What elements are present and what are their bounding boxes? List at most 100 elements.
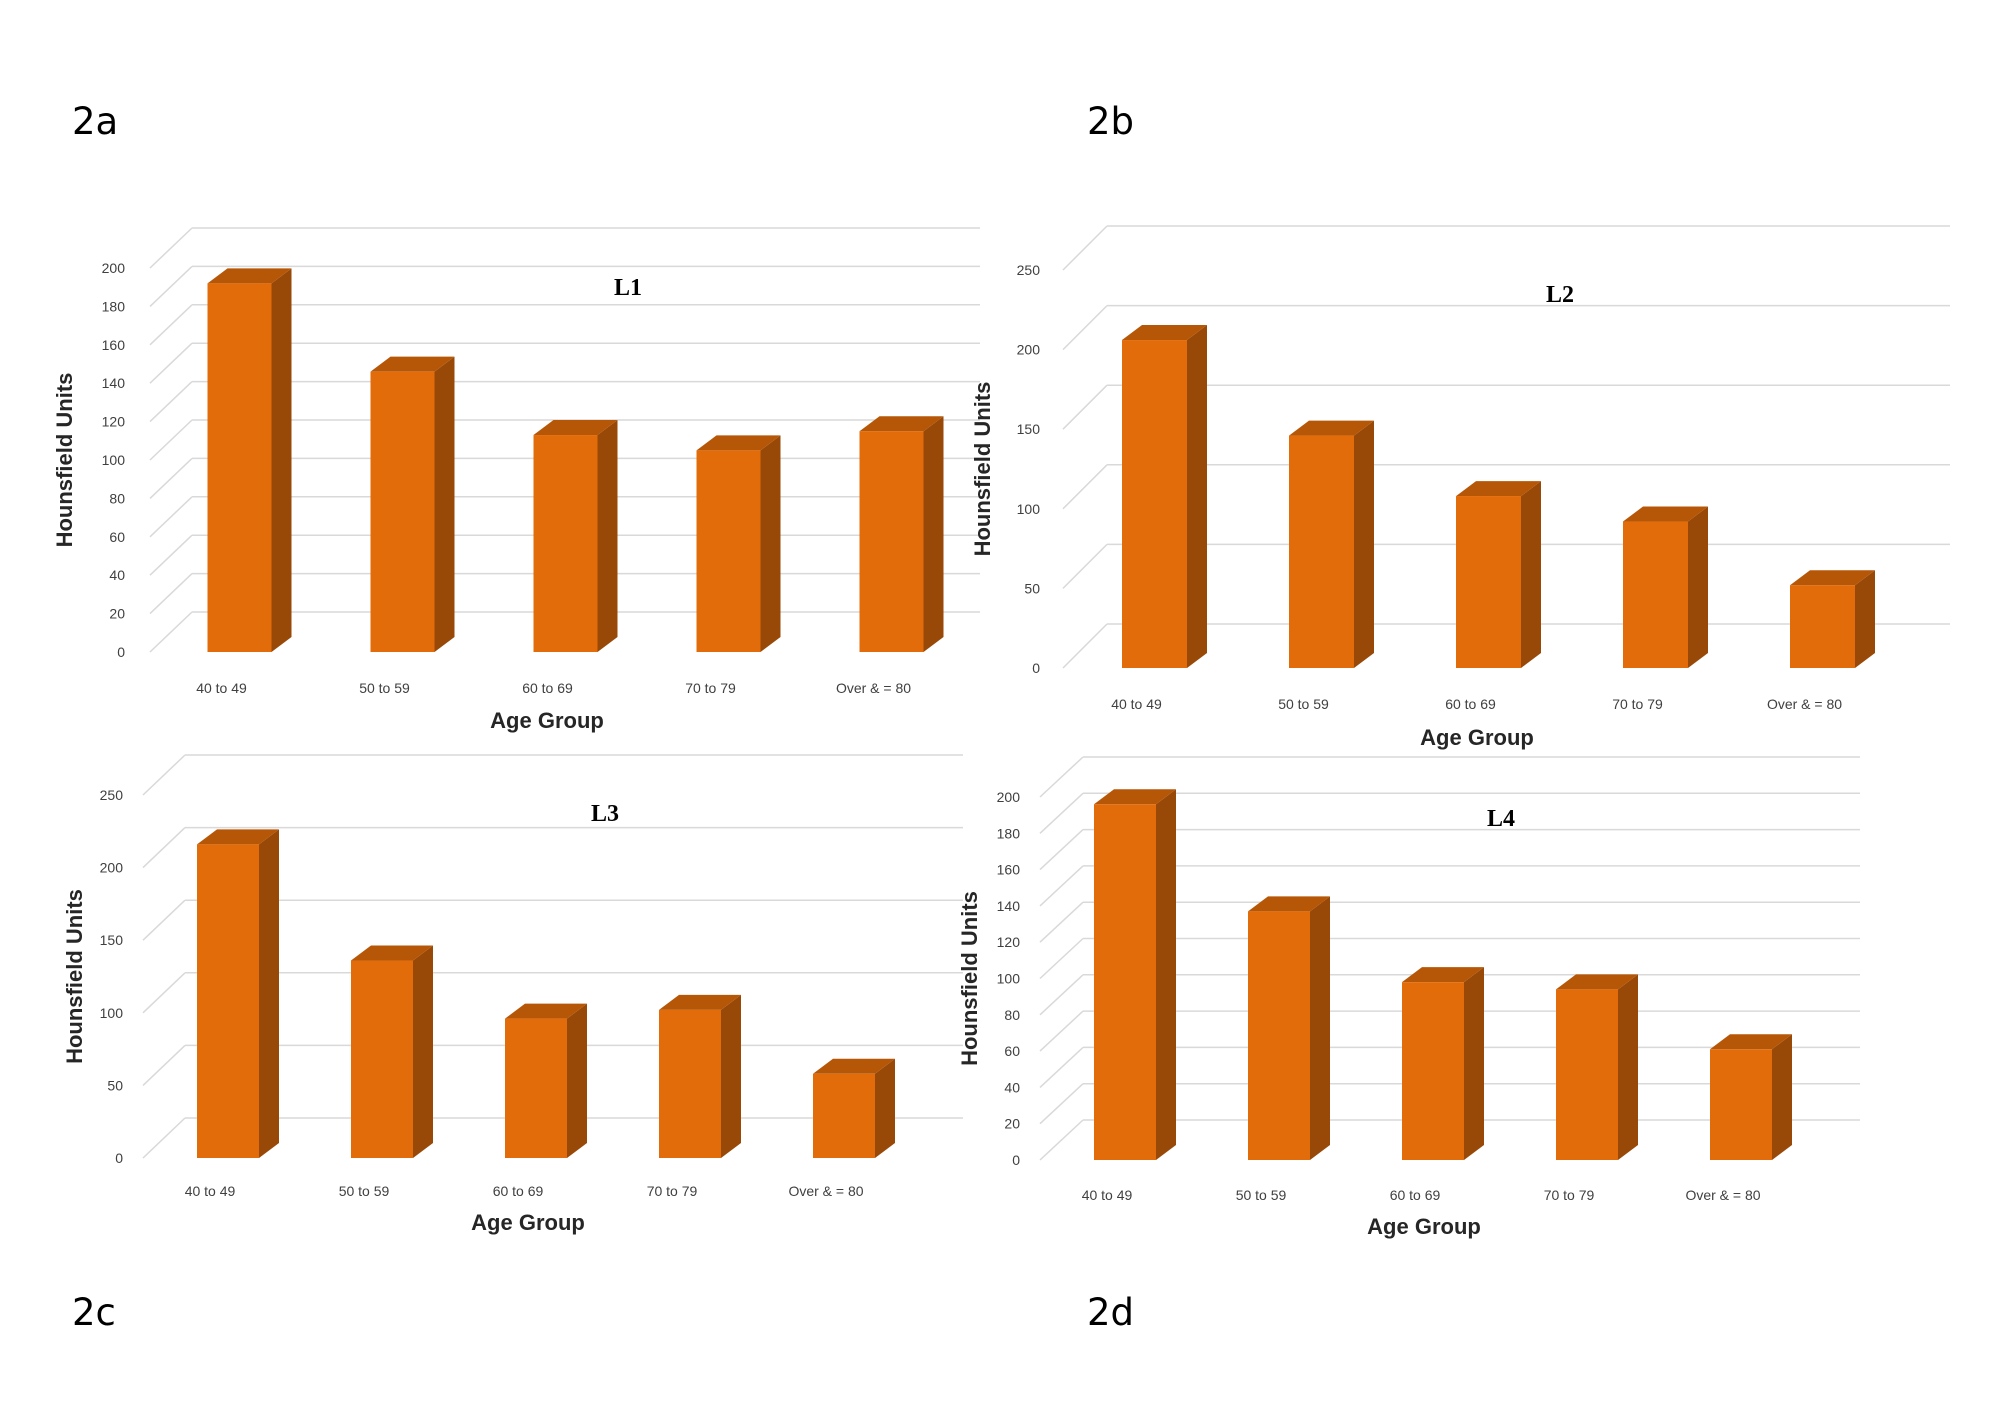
bar-side xyxy=(1310,896,1330,1160)
bar xyxy=(1456,481,1541,668)
bar-front xyxy=(1122,340,1187,668)
bar-front xyxy=(1248,911,1310,1160)
y-tick-label: 200 xyxy=(102,260,126,276)
bar-top xyxy=(1790,570,1875,586)
bar-top xyxy=(813,1058,895,1074)
bar-front xyxy=(370,371,435,652)
panel-tag-2d: 2d xyxy=(1087,1291,1134,1334)
bar-top xyxy=(1556,974,1638,990)
x-category-label: 70 to 79 xyxy=(1612,696,1663,712)
gridline-depth xyxy=(1039,937,1084,980)
gridline-depth xyxy=(1062,623,1108,669)
bar-top xyxy=(1248,896,1330,912)
x-category-label: 40 to 49 xyxy=(185,1183,236,1199)
bar-front xyxy=(659,1009,721,1158)
gridline-depth xyxy=(142,1044,186,1086)
bar-side xyxy=(1156,789,1176,1160)
y-tick-label: 60 xyxy=(1004,1043,1020,1059)
gridline-depth xyxy=(142,1117,186,1159)
y-axis-title: Hounsfield Units xyxy=(62,889,87,1064)
y-tick-label: 20 xyxy=(109,606,125,622)
x-category-label: 60 to 69 xyxy=(1390,1187,1441,1203)
y-tick-label: 50 xyxy=(1024,580,1040,596)
y-tick-label: 200 xyxy=(100,860,124,876)
y-axis-title: Hounsfield Units xyxy=(970,382,995,557)
y-tick-label: 60 xyxy=(109,529,125,545)
y-tick-label: 200 xyxy=(1017,342,1041,358)
bar xyxy=(1289,420,1374,668)
bar xyxy=(370,356,455,652)
bar-side xyxy=(1772,1034,1792,1160)
gridline-depth xyxy=(1039,1083,1084,1125)
bar-top xyxy=(1289,420,1374,436)
bar-side xyxy=(259,829,279,1158)
bar-front xyxy=(197,844,259,1158)
bar-top xyxy=(696,435,781,451)
bar-side xyxy=(1187,325,1207,668)
gridline-depth xyxy=(1062,384,1108,430)
y-tick-label: 0 xyxy=(115,1150,123,1166)
x-category-label: Over & = 80 xyxy=(1767,696,1842,712)
bar-top xyxy=(1456,481,1541,497)
bar-front xyxy=(1402,982,1464,1160)
x-category-label: 60 to 69 xyxy=(522,680,573,696)
x-category-label: 50 to 59 xyxy=(1236,1187,1287,1203)
bar-side xyxy=(1464,967,1484,1160)
y-tick-label: 140 xyxy=(997,898,1021,914)
gridline-depth xyxy=(142,827,186,869)
gridline-depth xyxy=(142,754,186,796)
bar-top xyxy=(1122,325,1207,341)
gridline-depth xyxy=(149,457,193,499)
gridline-depth xyxy=(149,265,193,307)
x-category-label: 40 to 49 xyxy=(1082,1187,1133,1203)
bar-side xyxy=(760,435,781,652)
bar-front xyxy=(1790,585,1855,668)
bar-side xyxy=(923,416,944,652)
bar xyxy=(1710,1034,1792,1160)
y-tick-label: 200 xyxy=(997,789,1021,805)
gridline-depth xyxy=(149,419,193,461)
gridline-depth xyxy=(1039,756,1084,798)
bar xyxy=(813,1058,895,1158)
bar xyxy=(1094,789,1176,1160)
gridline-depth xyxy=(1039,974,1084,1016)
panel-tag-2c: 2c xyxy=(72,1291,116,1334)
y-axis-title: Hounsfield Units xyxy=(52,373,77,548)
gridline-depth xyxy=(1062,464,1108,510)
y-tick-label: 0 xyxy=(1012,1152,1020,1168)
y-tick-label: 120 xyxy=(997,934,1021,950)
gridline-depth xyxy=(1039,1119,1084,1161)
x-category-label: 40 to 49 xyxy=(196,680,247,696)
bar xyxy=(659,994,741,1158)
bar-top xyxy=(1623,506,1708,522)
chart-title: L2 xyxy=(1546,282,1574,308)
bar xyxy=(533,420,618,652)
y-tick-label: 80 xyxy=(109,490,125,506)
bar-side xyxy=(567,1003,587,1158)
x-category-label: Over & = 80 xyxy=(788,1183,863,1199)
bar-side xyxy=(1354,420,1374,668)
gridline-depth xyxy=(149,496,193,538)
bar-front xyxy=(1456,496,1521,668)
bar xyxy=(859,416,944,652)
x-category-label: Over & = 80 xyxy=(836,680,911,696)
bar-front xyxy=(1556,989,1618,1160)
chart-l4: 0 20 40 60 80 100 120 140 160 180 200 40 to 49 50 to… xyxy=(957,756,1860,1239)
bar xyxy=(1122,325,1207,668)
bar-front xyxy=(813,1073,875,1158)
x-category-label: 40 to 49 xyxy=(1111,696,1162,712)
bar-top xyxy=(197,829,279,845)
bar-side xyxy=(597,420,618,652)
chart-title: L1 xyxy=(614,275,642,301)
bar-top xyxy=(351,945,433,961)
y-tick-label: 0 xyxy=(1032,660,1040,676)
bar xyxy=(696,435,781,652)
y-tick-label: 100 xyxy=(100,1005,124,1021)
gridline-depth xyxy=(149,342,193,384)
bar-front xyxy=(1710,1049,1772,1160)
chart-title: L3 xyxy=(591,801,619,827)
y-tick-label: 100 xyxy=(997,971,1021,987)
bar xyxy=(505,1003,587,1158)
y-tick-label: 100 xyxy=(1017,501,1041,517)
